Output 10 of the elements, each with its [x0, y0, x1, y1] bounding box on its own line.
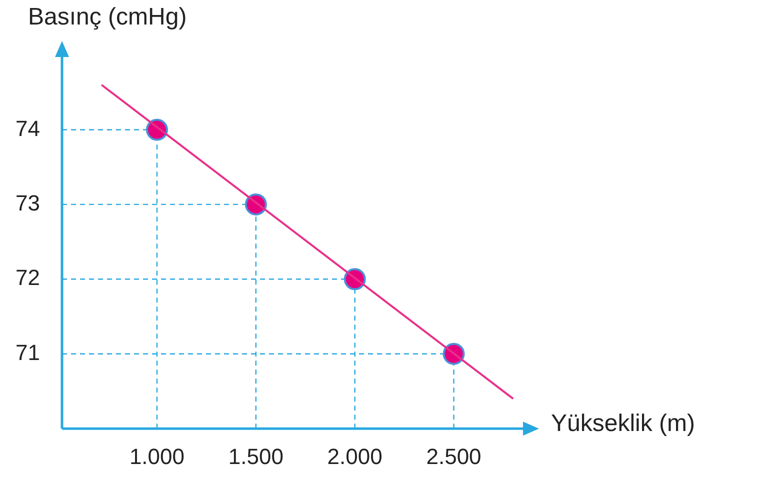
- y-tick-label: 74: [16, 116, 40, 141]
- y-tick-label: 72: [16, 265, 40, 290]
- x-axis-title: Yükseklik (m): [551, 410, 696, 438]
- x-tick-label: 1.000: [129, 444, 185, 469]
- y-tick-label: 71: [16, 340, 40, 365]
- y-axis-title: Basınç (cmHg): [28, 4, 187, 31]
- x-tick-label: 1.500: [228, 444, 284, 469]
- x-tick-label: 2.000: [327, 444, 382, 469]
- x-tick-label: 2.500: [426, 444, 482, 469]
- y-tick-label: 73: [16, 190, 40, 216]
